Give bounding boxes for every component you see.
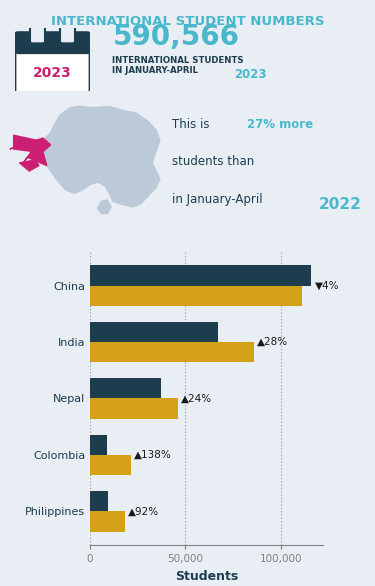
Text: 2023: 2023 <box>33 66 72 80</box>
FancyBboxPatch shape <box>15 33 90 54</box>
Text: students than: students than <box>172 155 255 168</box>
Bar <box>90 285 302 306</box>
Text: 2023: 2023 <box>234 68 267 81</box>
Text: 590,566: 590,566 <box>112 23 240 52</box>
FancyBboxPatch shape <box>30 26 45 43</box>
Polygon shape <box>98 200 111 214</box>
Polygon shape <box>39 106 160 207</box>
Text: ▲28%: ▲28% <box>257 337 288 347</box>
Bar <box>90 378 160 398</box>
Text: ▼4%: ▼4% <box>315 281 339 291</box>
Polygon shape <box>10 138 51 165</box>
Bar <box>90 491 108 512</box>
Bar <box>90 455 131 475</box>
Bar <box>90 322 218 342</box>
Bar <box>90 342 254 362</box>
Text: INTERNATIONAL STUDENT NUMBERS: INTERNATIONAL STUDENT NUMBERS <box>51 15 324 28</box>
Text: ▲24%: ▲24% <box>181 393 212 404</box>
Bar <box>90 398 178 419</box>
FancyBboxPatch shape <box>15 33 90 93</box>
Text: 27% more: 27% more <box>247 118 313 131</box>
Text: This is: This is <box>172 118 214 131</box>
FancyBboxPatch shape <box>60 26 75 43</box>
Text: ▲92%: ▲92% <box>128 506 159 516</box>
Text: IN JANUARY-APRIL: IN JANUARY-APRIL <box>112 66 198 75</box>
X-axis label: Students: Students <box>175 570 238 582</box>
Text: ▲138%: ▲138% <box>134 450 172 460</box>
Polygon shape <box>13 135 45 152</box>
Bar <box>90 435 107 455</box>
Bar <box>90 265 311 285</box>
Polygon shape <box>18 35 87 52</box>
Text: in January-April: in January-April <box>172 193 267 206</box>
Bar <box>90 512 124 532</box>
Text: 2022: 2022 <box>319 197 362 213</box>
Text: INTERNATIONAL STUDENTS: INTERNATIONAL STUDENTS <box>112 56 244 64</box>
Polygon shape <box>20 160 39 171</box>
